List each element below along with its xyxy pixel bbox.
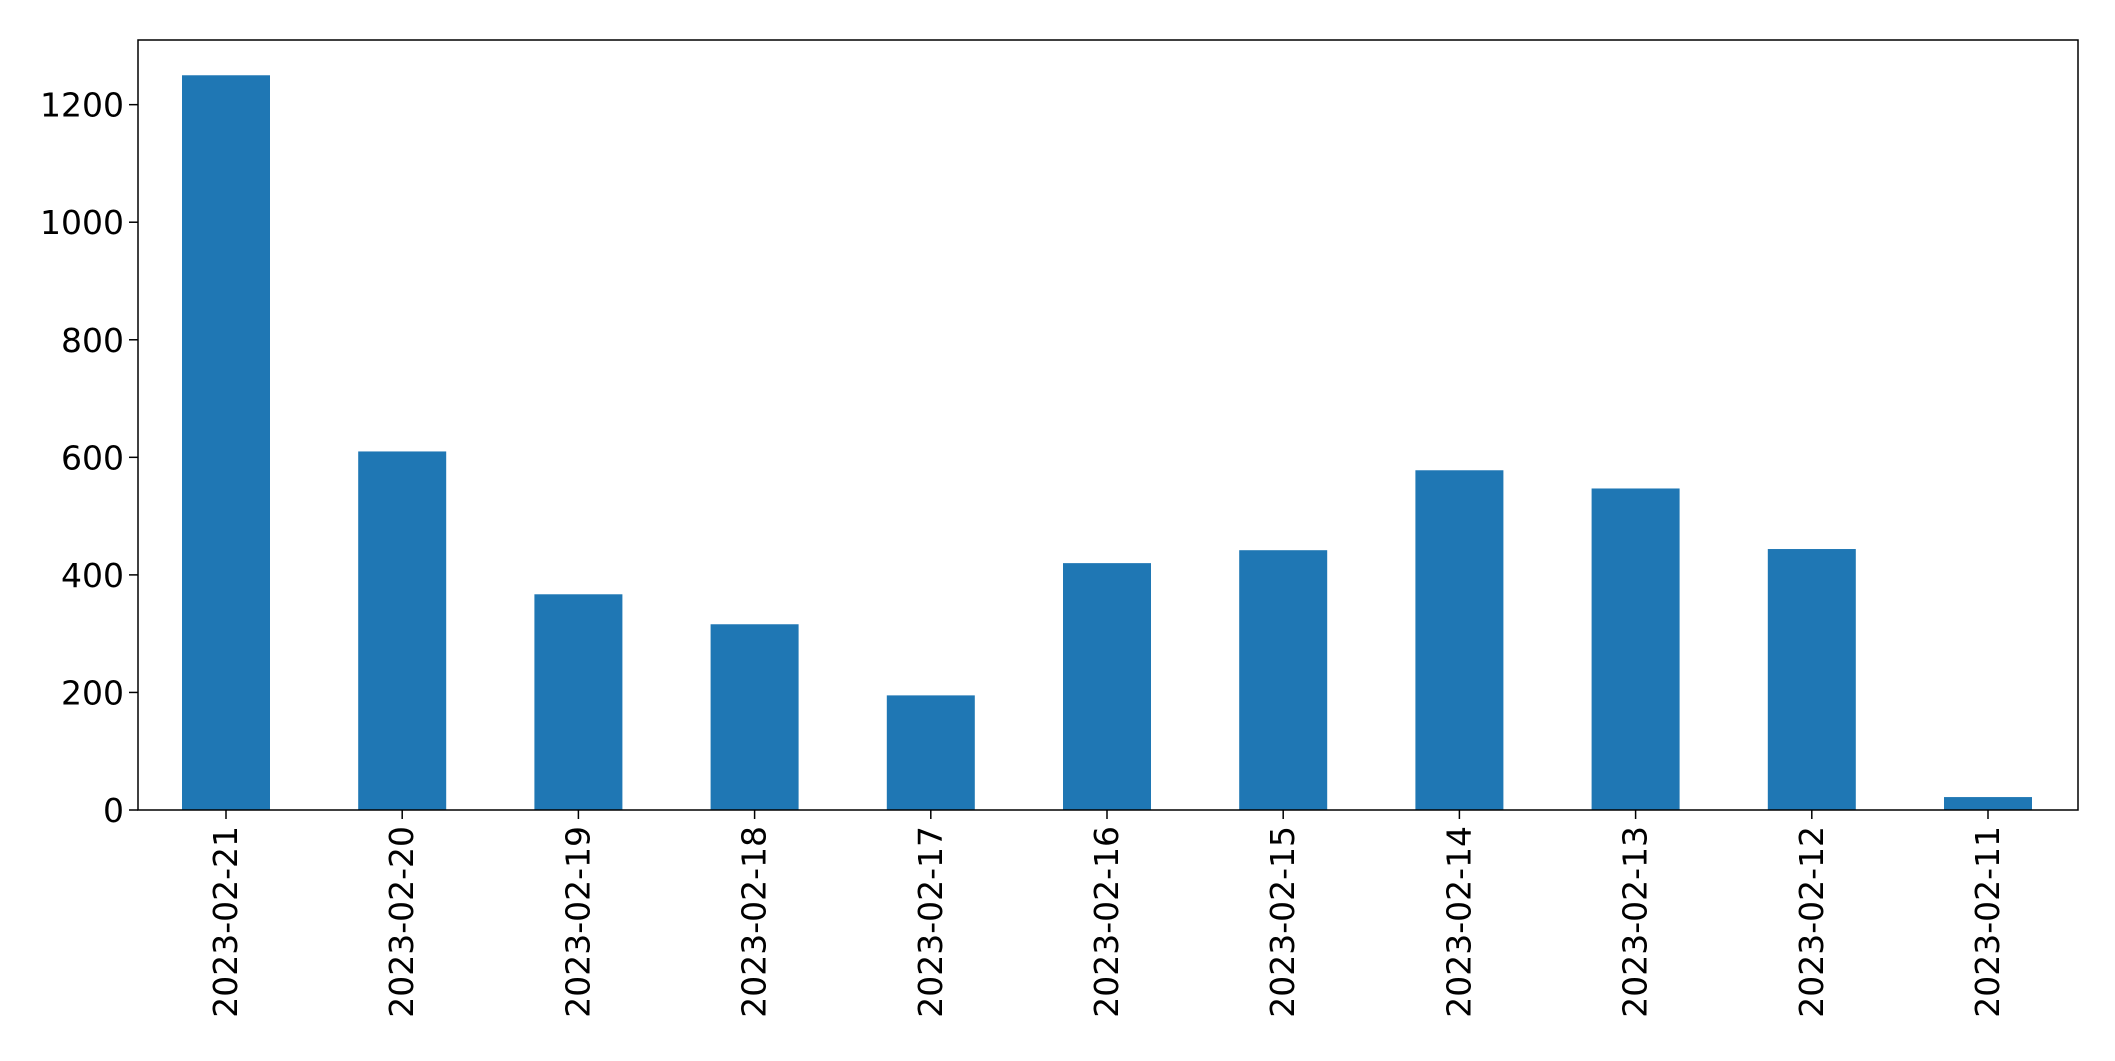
x-axis: 2023-02-21 2023-02-20 2023-02-19 2023-02-18…: [206, 810, 2007, 1018]
bar-2023-02-12: [1767, 549, 1856, 810]
y-tick-label: 1000: [40, 203, 124, 242]
bar-2023-02-21: [182, 75, 270, 811]
bar-2023-02-19: [534, 594, 623, 810]
x-tick-label: 2023-02-12: [1792, 826, 1831, 1018]
bar-2023-02-11: [1944, 797, 2032, 810]
x-tick-label: 2023-02-16: [1087, 826, 1126, 1018]
y-axis: 0 200 400 600 800 1000 1200: [40, 86, 138, 830]
x-tick-label: 2023-02-18: [735, 826, 774, 1018]
y-tick-label: 1200: [40, 86, 124, 125]
plot-frame: [137, 39, 2079, 811]
x-tick-label: 2023-02-14: [1439, 826, 1478, 1018]
y-tick-label: 200: [61, 673, 124, 712]
bar-2023-02-16: [1063, 563, 1151, 810]
x-tick-label: 2023-02-11: [1968, 826, 2007, 1018]
y-tick-label: 800: [61, 321, 124, 360]
y-tick-label: 0: [103, 791, 124, 830]
bars-layer: [182, 75, 2032, 811]
x-tick-label: 2023-02-15: [1263, 826, 1302, 1018]
x-tick-label: 2023-02-21: [206, 826, 245, 1018]
bar-2023-02-17: [886, 695, 975, 810]
bar-2023-02-15: [1239, 550, 1328, 810]
bar-2023-02-20: [358, 451, 447, 810]
bar-2023-02-14: [1415, 470, 1504, 810]
x-tick-label: 2023-02-19: [558, 826, 597, 1018]
y-tick-label: 600: [61, 438, 124, 477]
x-tick-label: 2023-02-13: [1616, 826, 1655, 1018]
x-tick-label: 2023-02-17: [911, 826, 950, 1018]
bar-2023-02-18: [710, 624, 799, 810]
x-tick-label: 2023-02-20: [382, 826, 421, 1018]
bar-2023-02-13: [1591, 488, 1680, 810]
y-tick-label: 400: [61, 556, 124, 595]
